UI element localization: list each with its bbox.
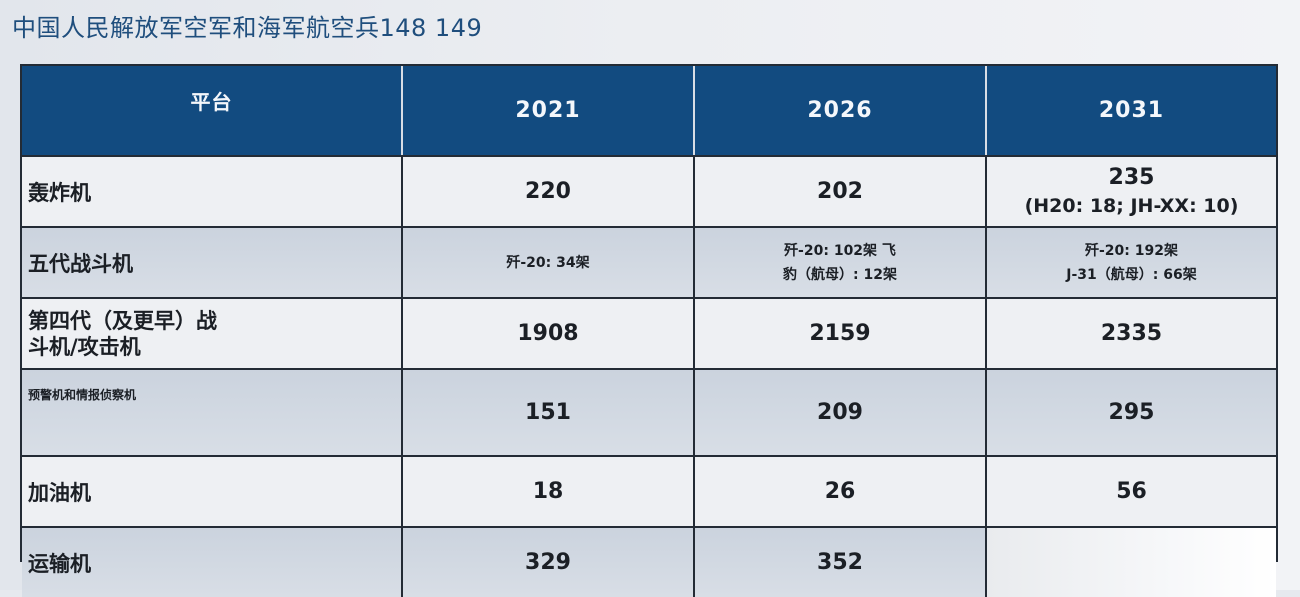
cell-bombers-2031-breakdown: (H20: 18; JH-XX: 10) xyxy=(1024,194,1239,217)
cell-4th-gen-2026: 2159 xyxy=(694,298,987,370)
row-label-bombers: 轰炸机 xyxy=(22,156,403,228)
cell-5th-gen-2026: 歼-20: 102架 飞 豹（航母）: 12架 xyxy=(694,227,987,299)
header-2021: 2021 xyxy=(402,66,695,157)
cell-5th-gen-2026-line2: 豹（航母）: 12架 xyxy=(783,266,897,283)
cell-4th-gen-2021: 1908 xyxy=(402,298,695,370)
row-label-5th-gen-fighters: 五代战斗机 xyxy=(22,227,403,299)
table-header-row: 平台 2021 2026 2031 xyxy=(22,66,1276,157)
cell-bombers-2031-total: 235 xyxy=(1108,164,1155,190)
page-title: 中国人民解放军空军和海军航空兵148 149 xyxy=(12,14,483,42)
table-row: 轰炸机 220 202 235 (H20: 18; JH-XX: 10) xyxy=(22,156,1276,228)
cell-5th-gen-2026-line1: 歼-20: 102架 飞 xyxy=(784,242,896,259)
cell-tankers-2021: 18 xyxy=(402,456,695,528)
cell-transports-2021: 329 xyxy=(402,527,695,597)
header-platform: 平台 xyxy=(22,66,403,157)
row-label-4th-gen-fighters: 第四代（及更早）战 斗机/攻击机 xyxy=(22,298,403,370)
cell-5th-gen-2031: 歼-20: 192架 J-31（航母）: 66架 xyxy=(986,227,1276,299)
cell-5th-gen-2021: 歼-20: 34架 xyxy=(402,227,695,299)
cell-5th-gen-2021-text: 歼-20: 34架 xyxy=(506,254,590,271)
cell-tankers-2031: 56 xyxy=(986,456,1276,528)
cell-aew-2021: 151 xyxy=(402,369,695,457)
table-row: 五代战斗机 歼-20: 34架 歼-20: 102架 飞 豹（航母）: 12架 … xyxy=(22,227,1276,299)
row-label-aew-isr: 预警机和情报侦察机 xyxy=(22,369,403,457)
cell-tankers-2026: 26 xyxy=(694,456,987,528)
cell-5th-gen-2031-line1: 歼-20: 192架 xyxy=(1085,242,1178,259)
row-label-4th-gen-line2: 斗机/攻击机 xyxy=(28,334,141,359)
table-row: 第四代（及更早）战 斗机/攻击机 1908 2159 2335 xyxy=(22,298,1276,370)
cell-5th-gen-2031-line2: J-31（航母）: 66架 xyxy=(1066,266,1197,283)
cell-transports-2031 xyxy=(986,527,1276,597)
table-row: 加油机 18 26 56 xyxy=(22,456,1276,528)
row-label-transports: 运输机 xyxy=(22,527,403,597)
cell-bombers-2021: 220 xyxy=(402,156,695,228)
cell-bombers-2026: 202 xyxy=(694,156,987,228)
cell-aew-2031: 295 xyxy=(986,369,1276,457)
cell-aew-2026: 209 xyxy=(694,369,987,457)
row-label-4th-gen-line1: 第四代（及更早）战 xyxy=(28,308,217,333)
data-table: 平台 2021 2026 2031 轰炸机 220 202 235 (H20: … xyxy=(20,64,1278,597)
table-row: 预警机和情报侦察机 151 209 295 xyxy=(22,369,1276,457)
header-2031: 2031 xyxy=(986,66,1276,157)
cell-bombers-2031: 235 (H20: 18; JH-XX: 10) xyxy=(986,156,1276,228)
cell-transports-2026: 352 xyxy=(694,527,987,597)
cell-4th-gen-2031: 2335 xyxy=(986,298,1276,370)
row-label-tankers: 加油机 xyxy=(22,456,403,528)
table-row: 运输机 329 352 xyxy=(22,527,1276,597)
header-2026: 2026 xyxy=(694,66,987,157)
